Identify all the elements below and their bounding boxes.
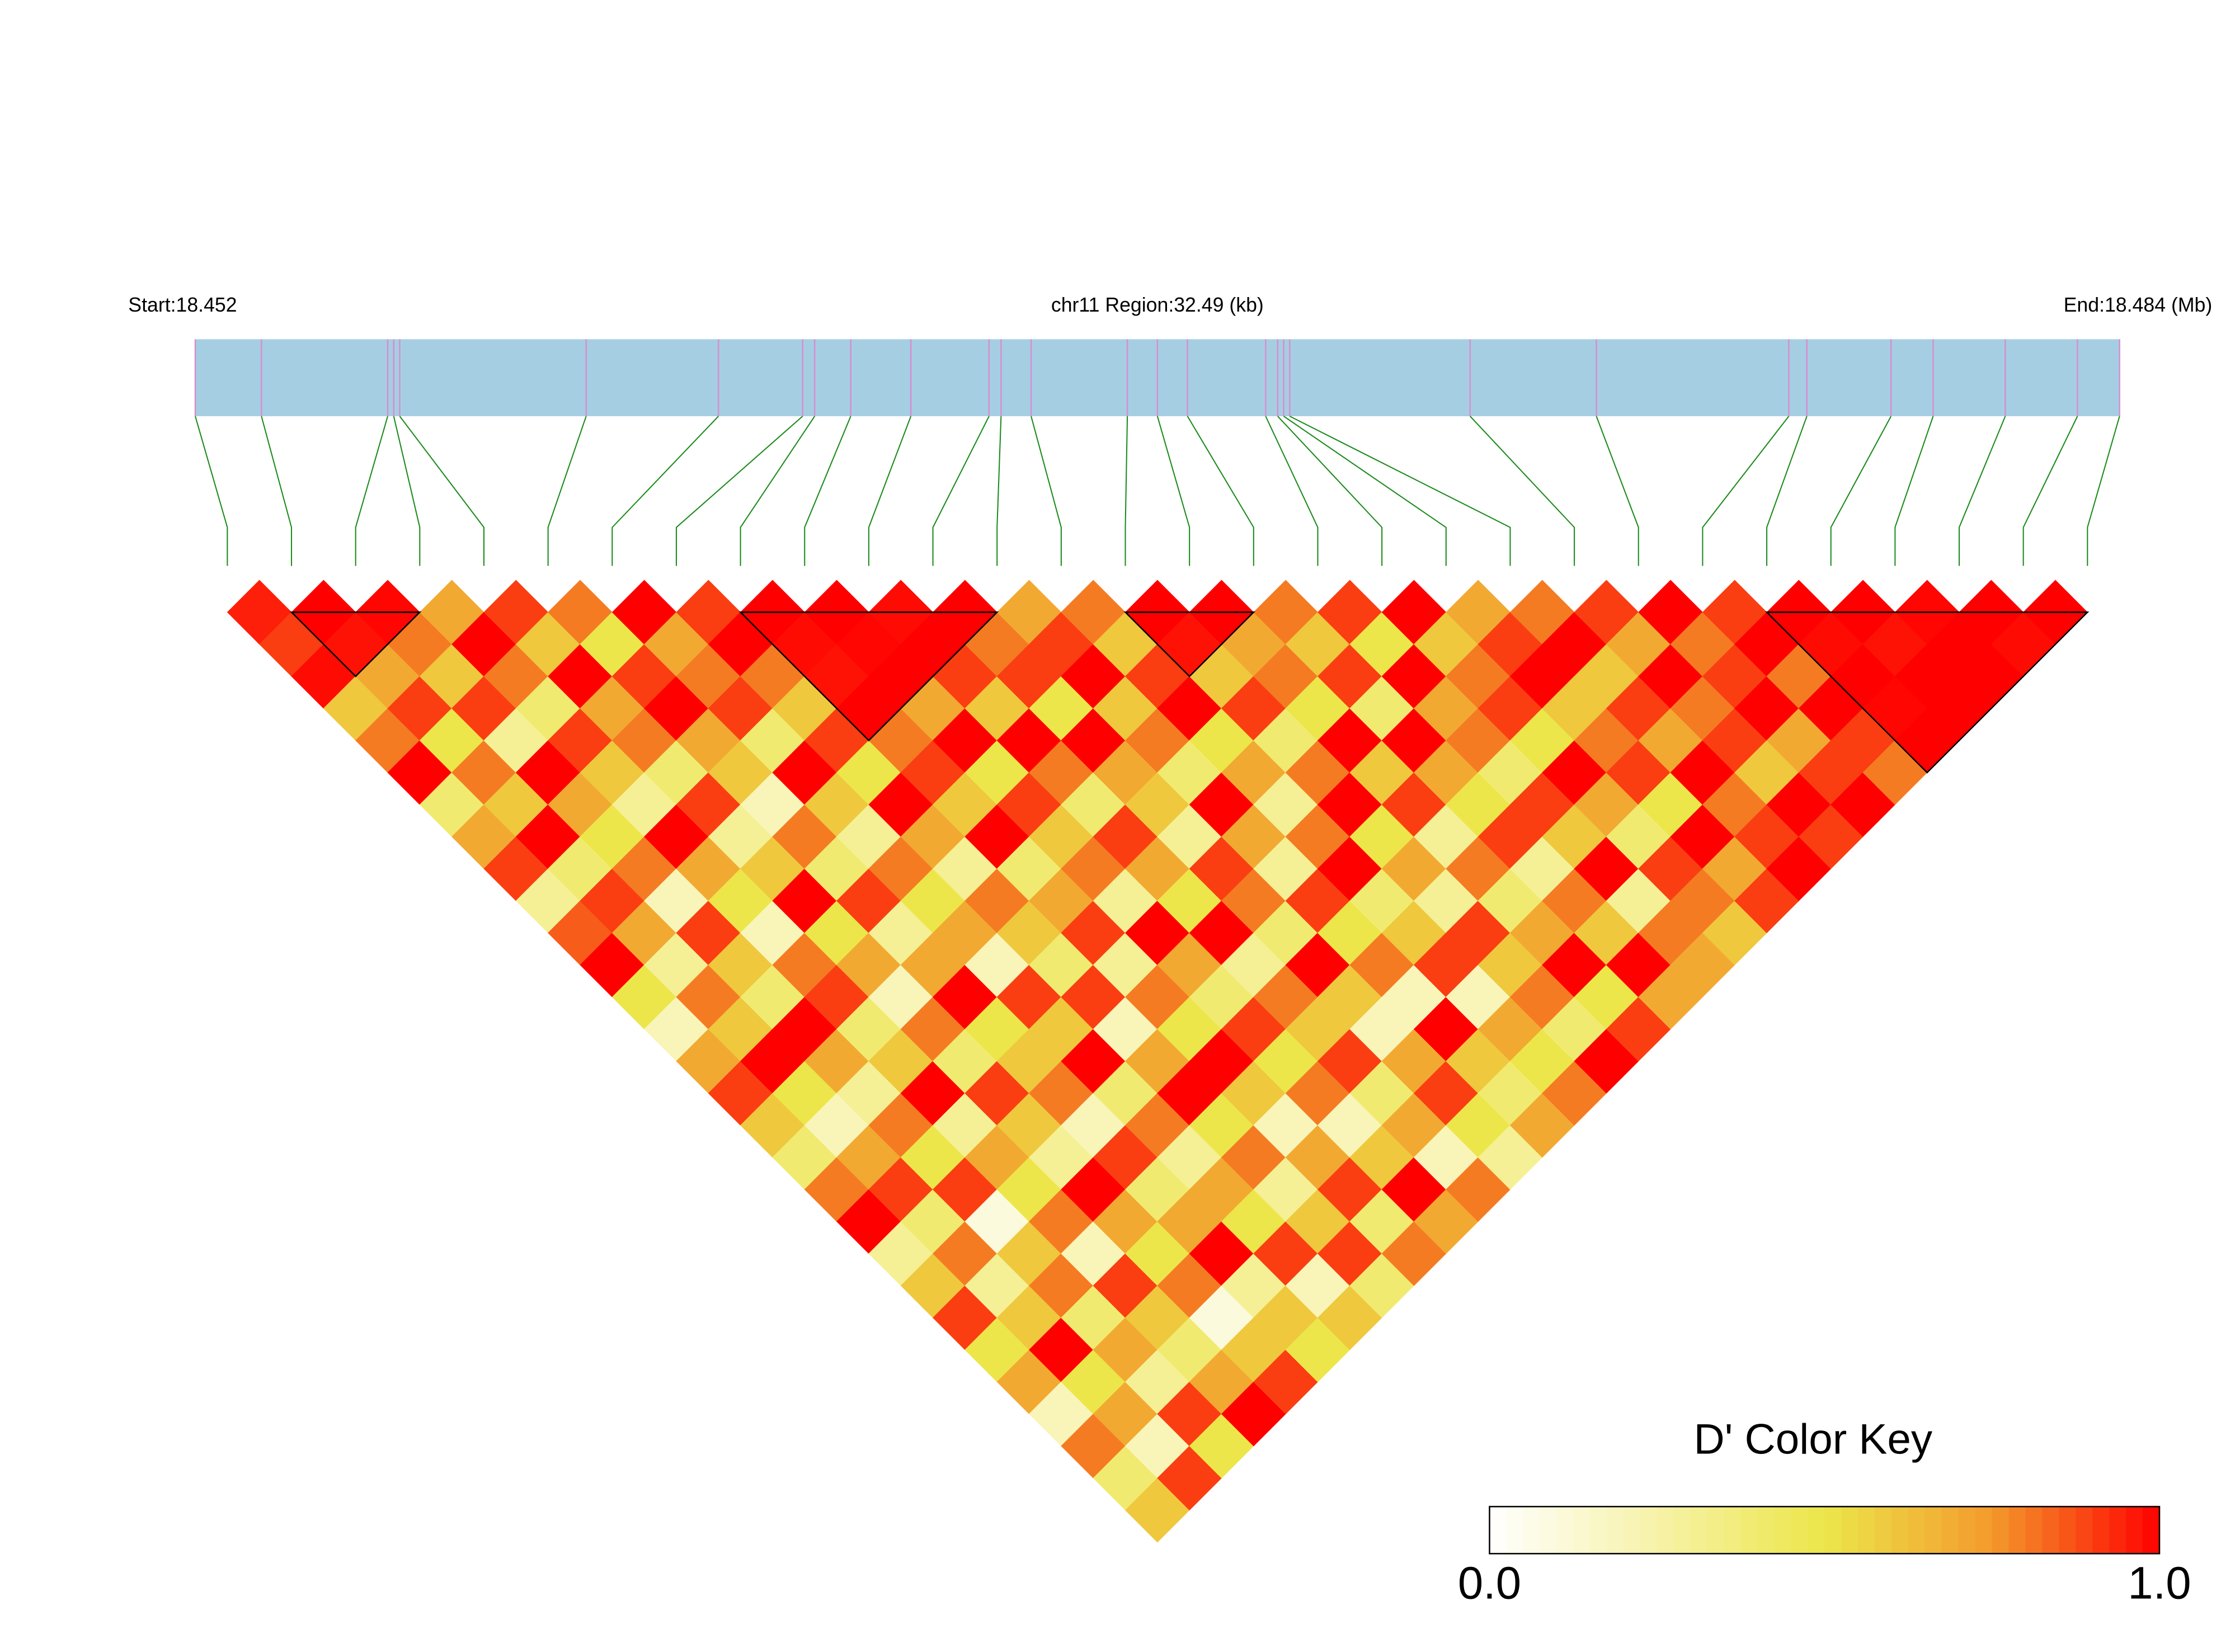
snp-connector	[1958, 416, 2006, 566]
color-key-step	[2025, 1507, 2043, 1554]
snp-connector	[1596, 416, 1639, 566]
end-label: End:18.484 (Mb)	[2064, 294, 2213, 316]
color-key-step	[1941, 1507, 1959, 1554]
snp-connector	[611, 416, 719, 566]
snp-connector	[261, 416, 293, 566]
color-key-step	[1774, 1507, 1792, 1554]
color-key-step	[2109, 1507, 2127, 1554]
color-key-step	[1858, 1507, 1876, 1554]
color-key-step	[1590, 1507, 1608, 1554]
color-key-step	[1975, 1507, 1993, 1554]
snp-connector	[1470, 416, 1575, 566]
snp-connector	[2087, 416, 2120, 566]
color-key-step	[1556, 1507, 1574, 1554]
start-label: Start:18.452	[128, 294, 237, 316]
color-key-step	[1523, 1507, 1541, 1554]
ld-block	[738, 611, 999, 742]
color-key-step	[1607, 1507, 1624, 1554]
color-key-step	[2042, 1507, 2060, 1554]
snp-connector	[1289, 416, 1511, 566]
color-key-step	[1506, 1507, 1524, 1554]
snp-connector	[1702, 416, 1790, 566]
snp-connector	[1265, 416, 1319, 566]
color-key-step	[1707, 1507, 1725, 1554]
snp-connector	[1156, 416, 1191, 566]
color-key-step	[1841, 1507, 1859, 1554]
snp-connector	[1277, 416, 1383, 566]
color-key-step	[1875, 1507, 1892, 1554]
color-key-step	[1573, 1507, 1591, 1554]
color-key-step	[1791, 1507, 1809, 1554]
color-key-step	[1540, 1507, 1558, 1554]
color-key-step	[1992, 1507, 2010, 1554]
snp-connector	[996, 416, 1002, 566]
color-key-step	[1824, 1507, 1842, 1554]
snp-connector	[1031, 416, 1062, 566]
color-key-step	[2126, 1507, 2144, 1554]
snp-connector	[355, 416, 388, 566]
snp-connector	[1766, 416, 1808, 566]
snp-connector	[932, 416, 990, 566]
color-key-step	[1657, 1507, 1674, 1554]
color-key-tick-label: 0.0	[1458, 1557, 1521, 1608]
snp-connector	[1894, 416, 1934, 566]
color-key-step	[2092, 1507, 2110, 1554]
color-key-title: D' Color Key	[1694, 1416, 1933, 1463]
snp-connector	[868, 416, 912, 566]
ld-block	[1765, 611, 2090, 774]
snp-connector	[675, 416, 803, 566]
snp-connector	[740, 416, 816, 566]
color-key-step	[1958, 1507, 1976, 1554]
color-key-step	[2076, 1507, 2093, 1554]
color-key-step	[1690, 1507, 1708, 1554]
color-key-tick-label: 1.0	[2128, 1557, 2191, 1608]
ld-block	[1123, 611, 1255, 677]
color-key-step	[1757, 1507, 1775, 1554]
snp-connector	[547, 416, 587, 566]
snp-connector	[393, 416, 421, 566]
snp-connector	[804, 416, 851, 566]
color-key-step	[2008, 1507, 2026, 1554]
color-key-step	[1640, 1507, 1658, 1554]
color-key-frame	[1489, 1505, 2161, 1555]
snp-connector	[1830, 416, 1892, 566]
snp-connector	[2022, 416, 2078, 566]
snp-connector	[1124, 416, 1128, 566]
snp-connector	[195, 416, 228, 566]
region-label: chr11 Region:32.49 (kb)	[1051, 294, 1264, 316]
snp-connector	[1283, 416, 1447, 566]
snp-connector	[399, 416, 485, 566]
color-key-step	[1724, 1507, 1742, 1554]
color-key-step	[1623, 1507, 1641, 1554]
color-key-step	[1740, 1507, 1758, 1554]
color-key-step	[1908, 1507, 1926, 1554]
color-key-step	[2143, 1507, 2160, 1554]
color-key-step	[1925, 1507, 1942, 1554]
color-key-step	[2059, 1507, 2077, 1554]
color-key-step	[1891, 1507, 1909, 1554]
ld-block	[289, 611, 422, 677]
snp-connector	[1187, 416, 1254, 566]
color-key-step	[1808, 1507, 1825, 1554]
color-key-step	[1673, 1507, 1691, 1554]
color-key-step	[1489, 1507, 1507, 1554]
